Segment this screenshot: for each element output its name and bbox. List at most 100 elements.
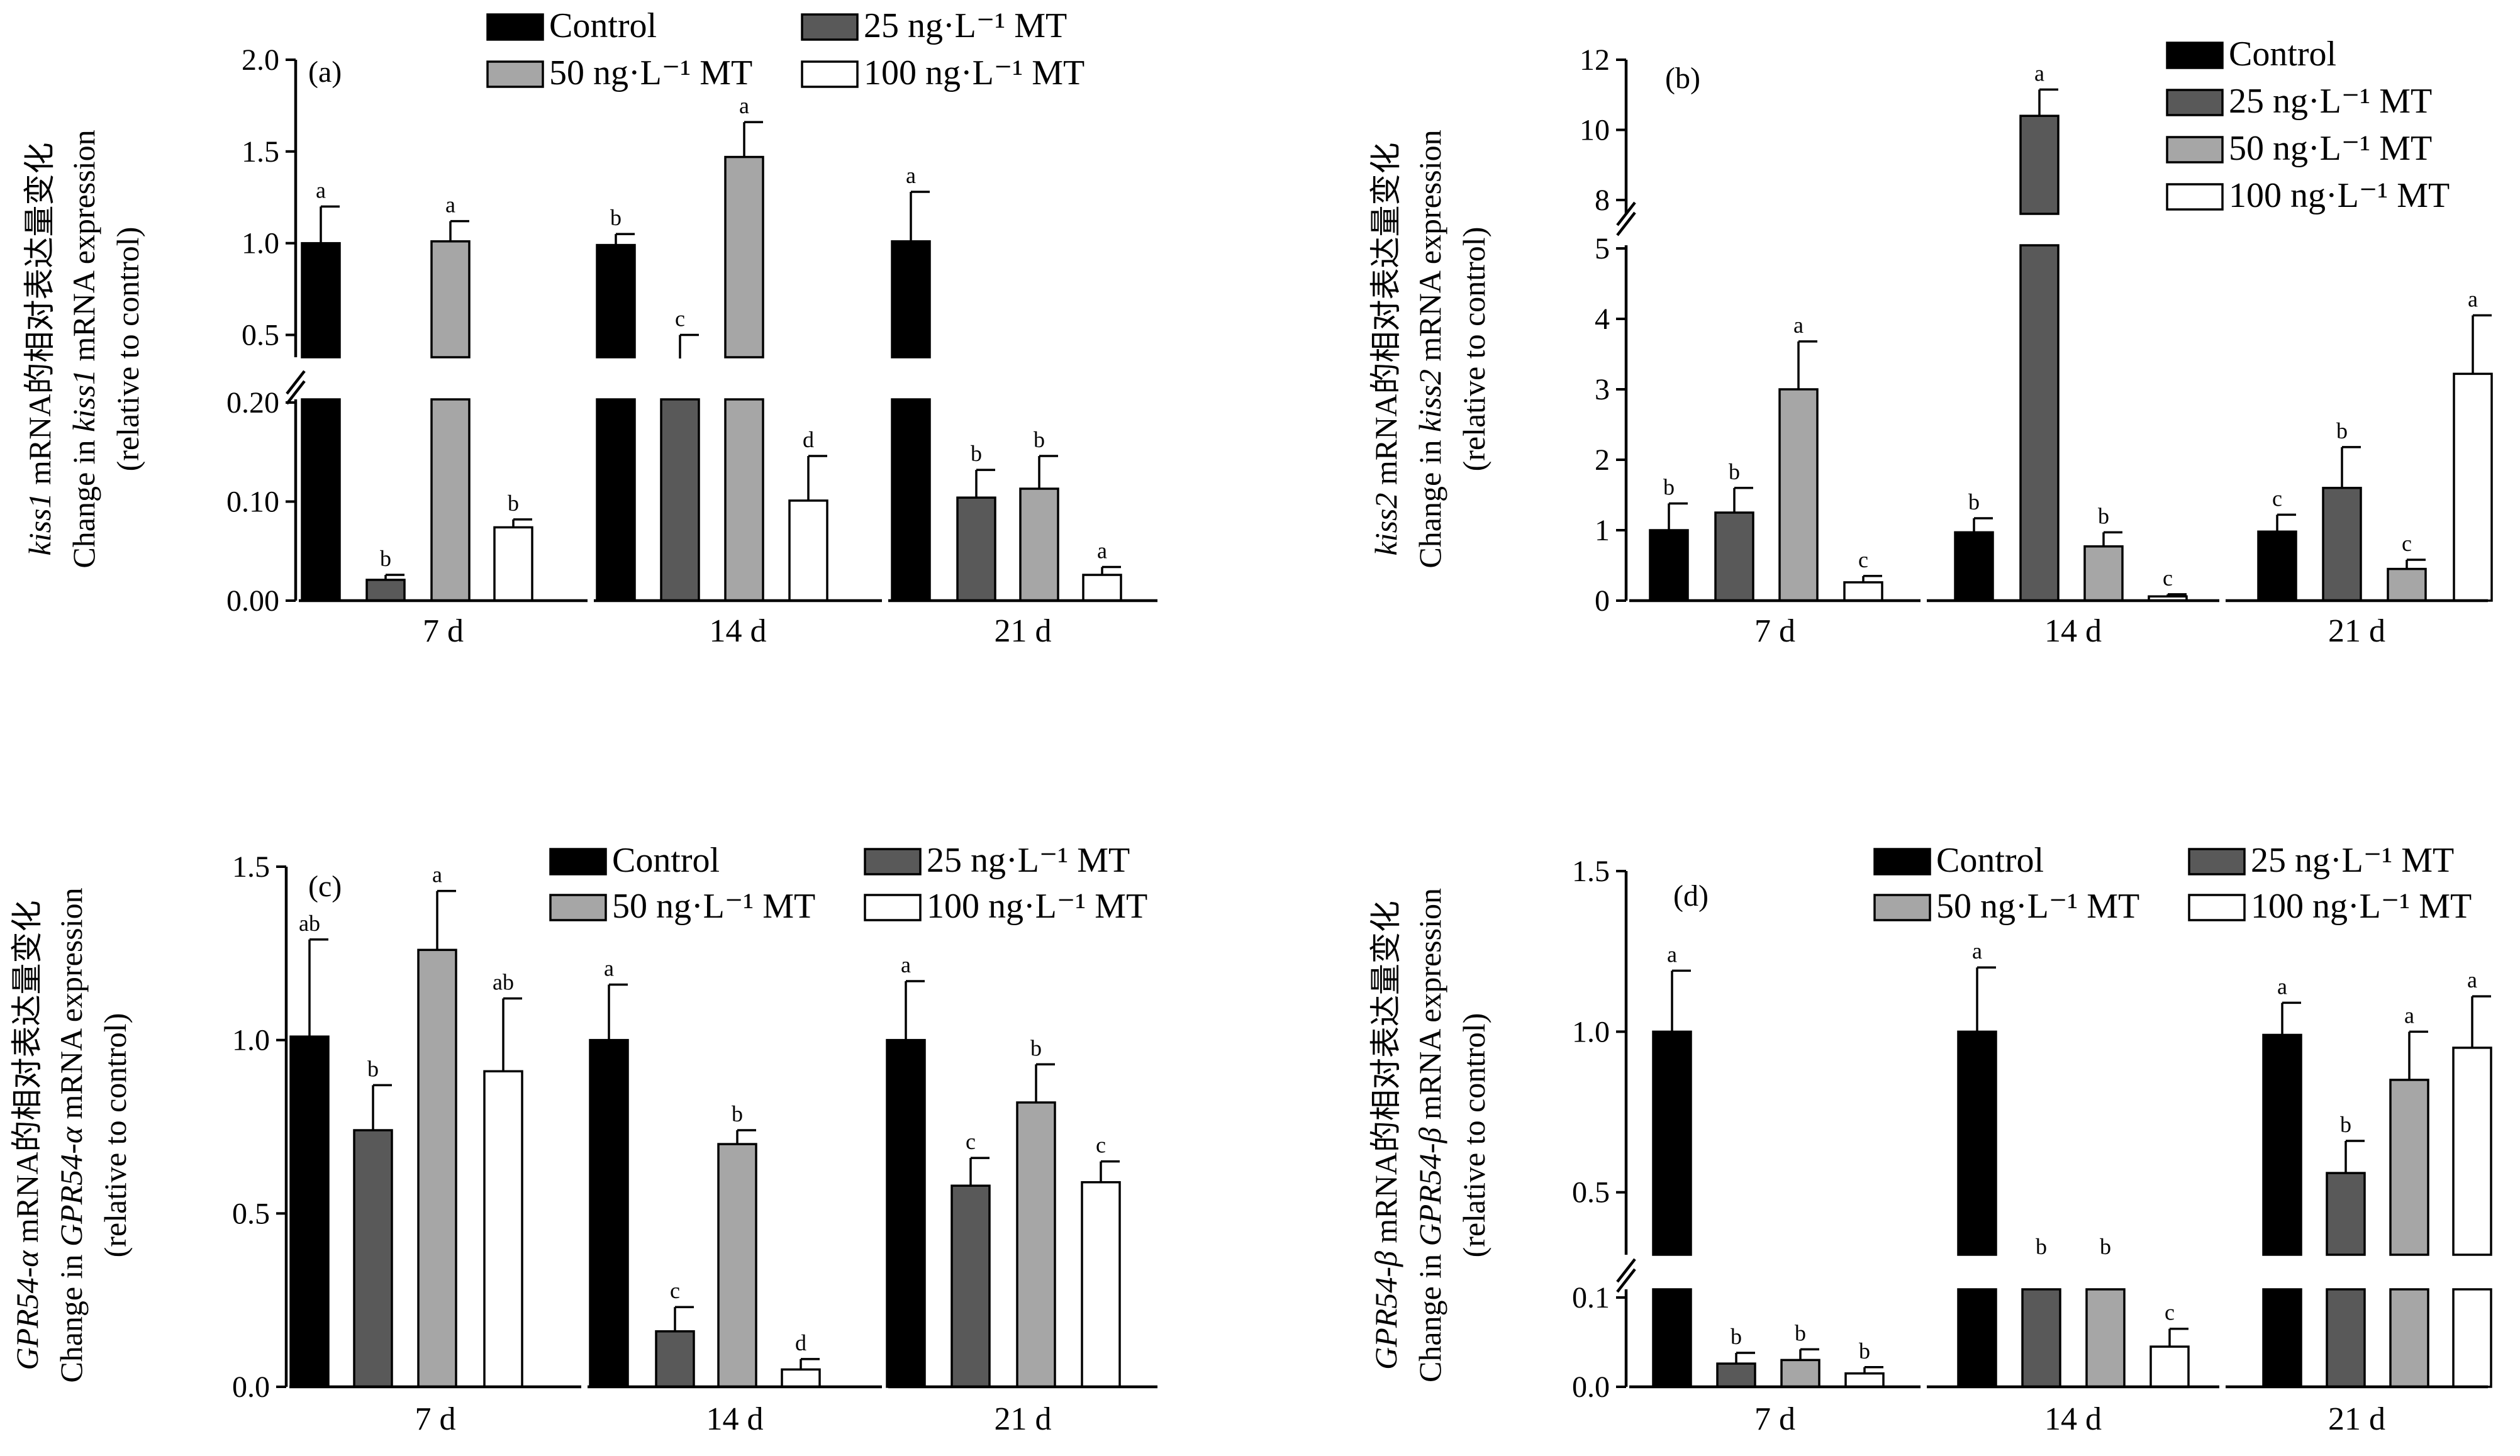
bar-mt100-0 (1844, 1372, 1885, 1388)
y-axis-title-cn: kiss1 mRNA的相对表达量变化 (22, 143, 57, 556)
significance-letter: d (803, 427, 814, 452)
bar-mt100-1 (2149, 1345, 2190, 1388)
legend-swatch-mt25 (2188, 848, 2246, 875)
y-axis-title-en-pre: Change in (66, 432, 101, 569)
axis-break-mark (286, 380, 306, 405)
y-axis-title-gene: kiss1 (22, 492, 57, 555)
bar-mt25-2 (951, 1184, 991, 1388)
significance-letter: b (1731, 1324, 1742, 1349)
y-tick-label: 0.5 (242, 319, 279, 352)
y-axis-title-en-post: mRNA expression (66, 130, 101, 369)
significance-letter: b (1034, 427, 1045, 452)
bar-control-0-lower (301, 398, 341, 602)
significance-letter: c (1096, 1133, 1106, 1158)
panel-label: (b) (1665, 62, 1700, 95)
bar-control-0 (1649, 529, 1689, 602)
y-tick-label: 3 (1595, 373, 1610, 406)
bar-control-2-upper (2262, 1033, 2302, 1256)
category-label: 7 d (415, 1401, 456, 1437)
y-axis-title-gene: kiss2 (1368, 492, 1403, 555)
axis-break-gap (292, 358, 1166, 398)
bar-mt100-1 (781, 1368, 821, 1388)
y-tick-label: 0.10 (226, 486, 279, 519)
bar-mt100-0 (483, 1070, 523, 1388)
category-label: 21 d (2328, 1401, 2385, 1437)
bar-mt25-1-lower (660, 398, 700, 602)
legend-label-mt100: 100 ng·L⁻¹ MT (927, 887, 1147, 926)
y-tick-label: 1.0 (242, 227, 279, 260)
bar-mt50-0-lower (430, 398, 471, 602)
y-axis-title-cn-text: mRNA的相对表达量变化 (1368, 143, 1403, 493)
y-axis-title-en-pre: Change in (1412, 432, 1447, 569)
axis-break-mark (1616, 1258, 1636, 1283)
y-tick-label: 0.0 (232, 1370, 270, 1404)
significance-letter: b (610, 205, 622, 230)
y-axis-title-cn-text: mRNA的相对表达量变化 (22, 143, 57, 493)
y-tick-label: 0.20 (226, 386, 279, 420)
significance-letter: a (1097, 538, 1107, 563)
y-tick-label: 4 (1595, 303, 1610, 336)
y-tick-label: 1 (1595, 514, 1610, 547)
significance-letter: b (508, 491, 519, 516)
bar-control-1 (589, 1038, 629, 1388)
y-axis-title-en-2: (relative to control) (98, 1013, 133, 1258)
significance-letter: ab (493, 970, 514, 995)
legend-label-mt50: 50 ng·L⁻¹ MT (549, 53, 752, 92)
bar-mt50-0 (1780, 1359, 1820, 1388)
panel-d: a a a b b b b b a b c a 7 d 14 d 21 d 0.0 0.1 0.5 1.0 1.5 (d… (1368, 841, 2497, 1437)
bar-control-1-lower (1957, 1288, 1997, 1388)
category-label: 21 d (995, 613, 1052, 649)
bar-mt50-1 (2083, 545, 2124, 602)
y-tick-label: 1.0 (1572, 1015, 1610, 1048)
significance-letter: d (795, 1330, 806, 1355)
bar-mt100-0 (1843, 581, 1883, 602)
legend-label-control: Control (549, 6, 657, 45)
legend-swatch-mt25 (2166, 89, 2224, 116)
y-tick-label: 1.5 (232, 850, 270, 884)
legend-swatch-mt25 (801, 13, 859, 41)
bar-mt100-0 (493, 526, 533, 602)
bar-mt50-2 (1016, 1101, 1056, 1388)
legend-label-mt25: 25 ng·L⁻¹ MT (864, 6, 1067, 45)
bar-control-2 (2257, 530, 2297, 602)
bar-mt50-2 (1019, 487, 1059, 602)
legend-swatch-mt50 (549, 894, 607, 921)
y-tick-label: 0.00 (226, 584, 279, 618)
significance-letter: b (2100, 1234, 2111, 1259)
y-axis-title-en-post: mRNA expression (1412, 130, 1447, 369)
significance-letter: a (2467, 967, 2477, 992)
y-tick-label: 0.5 (232, 1197, 270, 1230)
category-label: 14 d (2044, 1401, 2102, 1437)
significance-letter: a (604, 955, 614, 981)
legend-label-mt50: 50 ng·L⁻¹ MT (612, 887, 815, 926)
bar-control-2-lower (891, 398, 931, 602)
y-tick-label: 0.0 (1572, 1370, 1610, 1404)
legend-label-control: Control (2229, 35, 2336, 74)
y-axis-title-en-gene: GPR54-β (1412, 1127, 1447, 1246)
significance-letter: a (2034, 60, 2044, 86)
bar-control-2-lower (2262, 1288, 2302, 1388)
y-tick-label: 8 (1595, 184, 1610, 217)
bar-control-0-upper (1652, 1030, 1692, 1256)
panel-label: (a) (308, 55, 342, 89)
significance-letter: b (1729, 459, 1740, 484)
bar-control-0-lower (1652, 1288, 1692, 1388)
significance-letter: c (966, 1129, 976, 1154)
bar-control-2-upper (891, 240, 931, 358)
y-axis-title-en-gene: kiss1 (66, 369, 101, 432)
significance-letter: a (2468, 286, 2478, 311)
y-axis-title-en: Change in GPR54-β mRNA expression (1412, 888, 1447, 1382)
y-tick-label: 0.1 (1572, 1281, 1610, 1314)
axis-break-mark (1616, 201, 1636, 226)
y-tick-label: 12 (1580, 43, 1610, 77)
category-label: 14 d (2044, 613, 2102, 649)
legend-swatch-control (549, 848, 607, 875)
significance-letter: c (2272, 486, 2282, 511)
significance-letter: b (2036, 1234, 2047, 1259)
significance-letter: a (1972, 938, 1982, 964)
bar-mt100-2 (1081, 1181, 1121, 1388)
significance-letter: b (1663, 474, 1675, 499)
bar-control-1 (1954, 531, 1994, 602)
bar-mt100-2 (2453, 372, 2493, 602)
